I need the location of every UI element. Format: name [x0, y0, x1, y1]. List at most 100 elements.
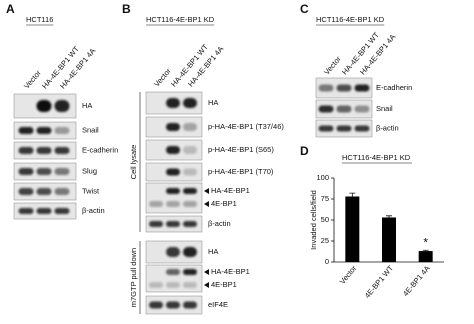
band: [36, 127, 52, 134]
blot-label: E-cadherin: [376, 83, 412, 92]
band: [318, 125, 334, 132]
y-tick-label: 50: [321, 215, 329, 224]
blot-label: HA: [208, 98, 218, 107]
band: [183, 188, 197, 194]
band: [166, 247, 180, 257]
panel-letter: C: [300, 2, 309, 16]
band: [166, 201, 180, 207]
arrowhead: [204, 201, 209, 207]
band: [166, 168, 180, 176]
band: [183, 247, 197, 257]
y-tick-label: 75: [321, 194, 329, 203]
band: [36, 100, 52, 112]
band: [336, 125, 352, 132]
bar: [382, 217, 396, 262]
error-bar: [349, 192, 356, 197]
blot-label: p-HA-4E-BP1 (S65): [208, 145, 274, 154]
band: [54, 147, 70, 154]
band: [336, 105, 352, 113]
group-label: Cell lysate: [129, 145, 138, 180]
band: [18, 188, 34, 195]
band: [183, 123, 197, 131]
band: [183, 98, 197, 108]
band: [18, 147, 34, 154]
band: [54, 168, 70, 175]
blot-label: HA-4E-BP1: [211, 267, 250, 276]
blot-label: Slug: [82, 166, 97, 175]
y-tick-label: 100: [316, 173, 329, 182]
cell-line: HCT116-4E-BP1 KD: [146, 15, 215, 24]
blot-label: 4E-BP1: [211, 199, 237, 208]
blot-label: p-HA-4E-BP1 (T70): [208, 167, 274, 176]
blot-label: HA: [208, 247, 218, 256]
chart-title: HCT116-4E-BP1 KD: [342, 153, 411, 162]
band: [18, 127, 34, 134]
band: [54, 127, 70, 134]
x-tick-label: 4E-BP1 4A: [401, 264, 432, 298]
band: [149, 301, 163, 309]
blot-label: HA: [82, 101, 92, 110]
band: [166, 282, 180, 288]
band: [149, 201, 163, 207]
band: [183, 146, 197, 154]
panel-letter: D: [300, 144, 309, 158]
panel-letter: B: [122, 2, 131, 16]
band: [183, 201, 197, 207]
band: [318, 84, 334, 92]
blot-label: 4E-BP1: [211, 280, 237, 289]
blot-label: Snail: [376, 104, 393, 113]
x-tick-label: 4E-BP1 WT: [363, 263, 396, 299]
band: [36, 188, 52, 195]
band: [354, 84, 370, 92]
blot-label: β-actin: [376, 123, 399, 132]
band: [36, 168, 52, 175]
blot-label: HA-4E-BP1: [211, 186, 250, 195]
band: [183, 301, 197, 309]
arrowhead: [204, 188, 209, 194]
band: [18, 208, 34, 214]
band: [166, 301, 180, 309]
blot-label: Twist: [82, 186, 100, 195]
lane-label: Vector: [152, 66, 173, 88]
band: [166, 123, 180, 131]
band: [183, 221, 197, 227]
band: [18, 168, 34, 175]
band: [166, 221, 180, 227]
band: [149, 282, 163, 288]
bar: [345, 196, 360, 262]
blot-label: β-actin: [82, 206, 105, 215]
band: [54, 100, 70, 112]
error-bar: [386, 215, 392, 218]
cell-line: HCT116-4E-BP1 KD: [316, 15, 385, 24]
cell-line: HCT116: [26, 15, 53, 24]
band: [54, 188, 70, 195]
y-axis-label: Invaded cells/field: [309, 190, 318, 250]
blot-label: β-actin: [208, 219, 231, 228]
band: [166, 146, 180, 154]
band: [166, 269, 180, 275]
error-bar: [422, 249, 429, 252]
blot-label: E-cadherin: [82, 145, 118, 154]
band: [54, 208, 70, 214]
arrowhead: [204, 269, 209, 275]
band: [183, 282, 197, 288]
x-tick-label: Vector: [338, 263, 359, 285]
band: [149, 221, 163, 227]
lane-label: Vector: [322, 54, 343, 76]
band: [183, 269, 197, 275]
band: [183, 168, 197, 176]
band: [354, 105, 370, 113]
group-label: m7GTP pull down: [129, 248, 138, 307]
blot-label: p-HA-4E-BP1 (T37/46): [208, 122, 284, 131]
y-tick-label: 0: [325, 257, 329, 266]
blot: [145, 182, 203, 214]
significance-marker: *: [423, 235, 428, 249]
band: [354, 125, 370, 132]
band: [166, 98, 180, 108]
bar: [418, 251, 433, 262]
arrowhead: [204, 282, 209, 288]
band: [36, 208, 52, 214]
blot-label: Snail: [82, 125, 99, 134]
lane-label: Vector: [22, 68, 43, 90]
